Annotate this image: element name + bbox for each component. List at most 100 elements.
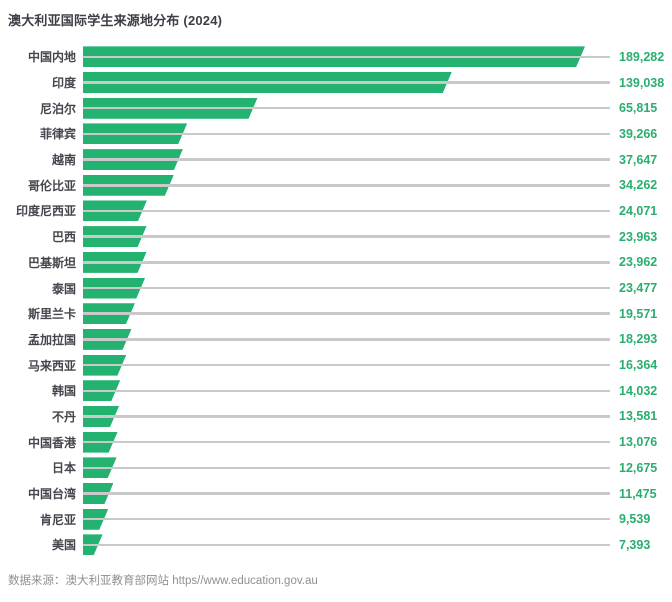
bar-track (83, 278, 610, 299)
value-label: 39,266 (619, 126, 658, 141)
bar-track (83, 355, 610, 376)
baseline-rule (83, 338, 610, 341)
baseline-rule (83, 132, 610, 136)
baseline-rule (83, 106, 610, 110)
category-label: 越南 (51, 153, 76, 168)
category-label: 中国内地 (27, 50, 76, 65)
chart-row: 巴基斯坦 23,962 (0, 250, 672, 276)
chart-row: 菲律宾 39,266 (0, 121, 672, 147)
baseline-rule (83, 517, 610, 521)
baseline-rule (83, 389, 610, 393)
baseline-rule (83, 492, 610, 495)
bar-track (83, 200, 610, 221)
bar-track (83, 175, 610, 196)
value-label: 23,963 (619, 229, 658, 244)
category-label: 泰国 (51, 281, 76, 296)
category-label: 肯尼亚 (39, 512, 76, 527)
baseline-rule (83, 81, 610, 84)
value-label: 65,815 (619, 101, 658, 116)
bar-track (83, 149, 610, 170)
bar-track (83, 303, 610, 324)
category-label: 日本 (51, 461, 76, 476)
value-label: 23,477 (619, 281, 658, 296)
bar-chart: 中国内地 189,282 印度 139,038 尼泊尔 65,815 (0, 44, 672, 558)
chart-row: 中国内地 189,282 (0, 44, 672, 70)
value-label: 13,581 (619, 409, 658, 424)
value-label: 13,076 (619, 435, 658, 450)
baseline-rule (83, 184, 610, 187)
baseline-rule (83, 312, 610, 315)
category-label: 印度尼西亚 (15, 204, 76, 219)
chart-row: 韩国 14,032 (0, 378, 672, 404)
category-label: 哥伦比亚 (27, 178, 76, 193)
category-label: 中国台湾 (27, 487, 76, 502)
baseline-rule (83, 415, 610, 418)
baseline-rule (83, 543, 610, 547)
bar-track (83, 457, 610, 478)
chart-row: 巴西 23,963 (0, 224, 672, 250)
category-label: 中国香港 (27, 435, 76, 450)
category-label: 不丹 (51, 409, 76, 424)
baseline-rule (83, 286, 610, 290)
value-label: 16,364 (619, 358, 658, 373)
bar-track (83, 98, 610, 119)
value-label: 37,647 (619, 152, 658, 167)
bar-track (83, 46, 610, 67)
bar-track (83, 534, 610, 555)
value-label: 34,262 (619, 178, 658, 193)
category-label: 马来西亚 (27, 358, 76, 373)
chart-row: 泰国 23,477 (0, 275, 672, 301)
category-label: 斯里兰卡 (27, 307, 76, 322)
chart-row: 中国台湾 11,475 (0, 481, 672, 507)
baseline-rule (83, 261, 610, 264)
baseline-rule (83, 55, 610, 59)
bar-track (83, 226, 610, 247)
chart-row: 印度 139,038 (0, 70, 672, 96)
chart-row: 孟加拉国 18,293 (0, 327, 672, 353)
chart-row: 马来西亚 16,364 (0, 352, 672, 378)
value-label: 12,675 (619, 460, 658, 475)
chart-row: 中国香港 13,076 (0, 429, 672, 455)
chart-row: 哥伦比亚 34,262 (0, 172, 672, 198)
value-label: 24,071 (619, 203, 658, 218)
bar-track (83, 72, 610, 93)
chart-row: 印度尼西亚 24,071 (0, 198, 672, 224)
category-label: 韩国 (51, 384, 76, 399)
chart-row: 日本 12,675 (0, 455, 672, 481)
baseline-rule (83, 158, 610, 161)
baseline-rule (83, 466, 610, 470)
chart-row: 尼泊尔 65,815 (0, 95, 672, 121)
value-label: 9,539 (619, 512, 651, 527)
category-label: 菲律宾 (39, 127, 76, 142)
category-label: 尼泊尔 (39, 101, 76, 116)
bar-track (83, 380, 610, 401)
category-label: 孟加拉国 (27, 332, 76, 347)
bar-track (83, 509, 610, 530)
bar-track (83, 329, 610, 350)
chart-row: 斯里兰卡 19,571 (0, 301, 672, 327)
bar-track (83, 123, 610, 144)
category-label: 巴西 (51, 230, 76, 245)
bar-track (83, 252, 610, 273)
category-label: 美国 (51, 538, 76, 553)
category-label: 巴基斯坦 (27, 255, 76, 270)
value-label: 139,038 (619, 75, 665, 90)
bar-track (83, 432, 610, 453)
value-label: 23,962 (619, 255, 658, 270)
chart-row: 肯尼亚 9,539 (0, 506, 672, 532)
baseline-rule (83, 440, 610, 444)
value-label: 11,475 (619, 486, 657, 501)
chart-row: 不丹 13,581 (0, 404, 672, 430)
value-label: 14,032 (619, 383, 658, 398)
source-note: 数据来源：澳大利亚教育部网站 https//www.education.gov.… (8, 575, 318, 587)
bar-track (83, 406, 610, 427)
baseline-rule (83, 235, 610, 238)
chart-row: 美国 7,393 (0, 532, 672, 558)
bar-track (83, 483, 610, 504)
chart-row: 越南 37,647 (0, 147, 672, 173)
value-label: 18,293 (619, 332, 658, 347)
value-label: 189,282 (619, 49, 665, 64)
category-label: 印度 (51, 76, 76, 91)
value-label: 7,393 (619, 537, 651, 552)
